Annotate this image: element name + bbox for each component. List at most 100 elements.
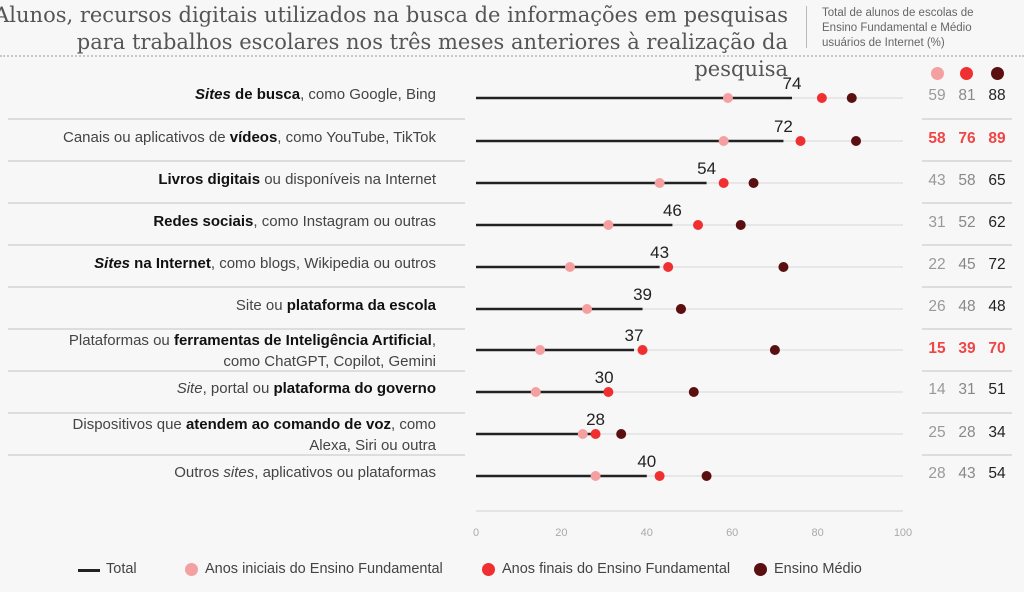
label-segment: , como YouTube, TikTok [277,129,436,146]
divider [0,55,1024,57]
dot-anos-finais [603,387,614,397]
row-separator [922,118,1012,120]
label-line: Alexa, Siri ou outra [0,435,436,456]
chart-title: Alunos, recursos digitais utilizados na … [0,2,788,83]
row-separator [922,370,1012,372]
total-value-label: 39 [633,285,652,304]
label-line: como ChatGPT, Copilot, Gemini [0,351,436,372]
label-segment: plataforma da escola [286,297,436,314]
row-label: Sites de busca, como Google, Bing [0,84,436,105]
dot-anos-iniciais [590,471,601,481]
dot-ensino-medio [735,220,746,230]
value-anos-iniciais: 14 [928,381,946,398]
value-anos-iniciais: 59 [928,87,946,104]
dot-anos-finais [654,471,665,481]
dot-anos-iniciais [577,429,588,439]
dot-anos-iniciais [530,387,541,397]
dot-anos-finais [590,429,601,439]
label-segment: Site ou [235,297,287,314]
label-segment: Livros digitais [158,171,261,188]
label-line: Dispositivos que atendem ao comando de v… [0,414,436,435]
value-anos-finais: 76 [958,130,976,147]
total-value-label: 74 [783,74,802,93]
value-anos-finais: 39 [958,340,976,357]
label-segment: sites [223,464,255,481]
label-segment: Plataformas ou [68,332,174,349]
dot-anos-finais [637,345,648,355]
x-tick-label: 20 [555,527,567,539]
row-separator [8,370,465,372]
value-anos-finais: 43 [958,465,976,482]
row-label: Site ou plataforma da escola [0,295,436,316]
value-ensino-medio: 34 [988,424,1006,441]
x-tick-label: 100 [894,527,912,539]
total-value-label: 28 [586,410,605,429]
value-anos-finais: 58 [958,172,976,189]
legend-line-icon [78,569,100,572]
row-label: Plataformas ou ferramentas de Inteligênc… [0,330,436,372]
dot-anos-iniciais [582,304,593,314]
value-anos-iniciais: 28 [928,465,946,482]
label-segment: , portal ou [202,380,274,397]
total-value-label: 72 [774,117,793,136]
dot-anos-iniciais [722,93,733,103]
row-separator [8,118,465,120]
value-anos-finais: 52 [958,214,976,231]
value-anos-iniciais: 31 [928,214,946,231]
label-segment: Site [176,380,203,397]
dot-anos-finais [663,262,674,272]
value-ensino-medio: 54 [988,465,1006,482]
value-ensino-medio: 51 [988,381,1006,398]
total-value-label: 54 [697,159,716,178]
legend-label: Anos iniciais do Ensino Fundamental [205,561,443,577]
label-segment: Sites [195,86,231,103]
value-anos-finais: 48 [958,298,976,315]
value-ensino-medio: 89 [988,130,1006,147]
label-segment: ferramentas de Inteligência Artificial [173,332,432,349]
dot-ensino-medio [778,262,789,272]
label-line: Plataformas ou ferramentas de Inteligênc… [0,330,436,351]
total-value-label: 40 [637,452,656,471]
label-segment: na Internet [130,255,211,272]
row-separator [922,160,1012,162]
label-segment: , como [390,416,436,433]
value-anos-iniciais: 22 [928,256,946,273]
dot-anos-iniciais [564,262,575,272]
title-line: para trabalhos escolares nos três meses … [76,30,788,81]
subtitle-line: usuários de Internet (%) [822,37,945,49]
row-separator [922,412,1012,414]
row-label: Canais ou aplicativos de vídeos, como Yo… [0,127,436,148]
row-separator [922,286,1012,288]
subtitle-line: Total de alunos de escolas de [822,7,974,19]
title-line: Alunos, recursos digitais utilizados na … [0,3,788,27]
value-ensino-medio: 48 [988,298,1006,315]
legend-label: Total [106,561,137,577]
label-line: Canais ou aplicativos de vídeos, como Yo… [0,127,436,148]
value-ensino-medio: 70 [988,340,1006,357]
dot-ensino-medio [748,178,759,188]
legend-label: Ensino Médio [774,561,862,577]
value-ensino-medio: 65 [988,172,1006,189]
label-segment: plataforma do governo [273,380,436,397]
dot-ensino-medio [851,136,862,146]
total-value-label: 37 [625,326,644,345]
row-separator [922,244,1012,246]
x-tick-label: 60 [726,527,738,539]
dot-ensino-medio [846,93,857,103]
row-label: Sites na Internet, como blogs, Wikipedia… [0,253,436,274]
row-separator [922,454,1012,456]
value-anos-iniciais: 26 [928,298,946,315]
legend-dot-icon [482,563,495,576]
x-tick-label: 0 [473,527,479,539]
row-separator [922,202,1012,204]
value-anos-iniciais: 25 [928,424,946,441]
row-label: Livros digitais ou disponíveis na Intern… [0,169,436,190]
label-segment: , [431,332,436,349]
row-label: Outros sites, aplicativos ou plataformas [0,462,436,483]
value-ensino-medio: 72 [988,256,1006,273]
x-tick-label: 40 [641,527,653,539]
value-anos-iniciais: 43 [928,172,946,189]
dot-ensino-medio [701,471,712,481]
